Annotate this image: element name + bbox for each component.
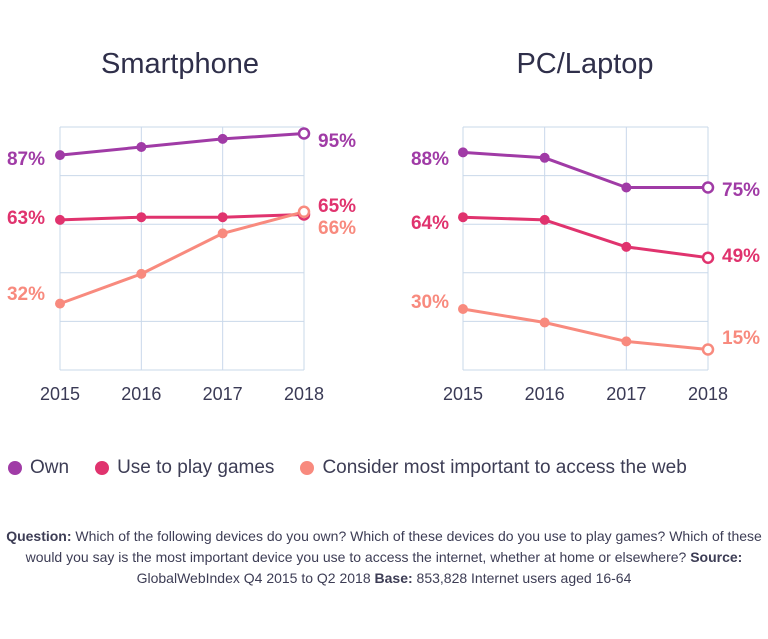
chart-1-series-3-end-label: 66% (318, 218, 356, 239)
source-text: GlobalWebIndex Q4 2015 to Q2 2018 (136, 570, 371, 586)
chart-2-series-3-line (462, 307, 709, 351)
chart-2-series-2-point (701, 251, 715, 264)
chart-1-series-1-point (217, 133, 228, 144)
chart-2-series-1-point (458, 147, 468, 158)
chart-2-series-2-line (462, 215, 709, 260)
chart-1-series-1-point (297, 127, 311, 140)
chart-2-series-1-line (462, 150, 708, 189)
chart-2-series-2-point (621, 241, 632, 252)
chart-1-series-1-point (55, 150, 65, 161)
chart-2-series-3-start-label: 30% (411, 292, 449, 313)
chart-1-series-3-point (136, 268, 147, 279)
footnote: Question: Which of the following devices… (0, 526, 768, 589)
chart-2-series-3-point (701, 343, 715, 356)
chart-1-series-1-line (59, 132, 305, 157)
chart-2-series-2-point (458, 212, 468, 223)
chart-1-series-3-point (217, 228, 228, 239)
chart-2-series-2-point (539, 214, 550, 225)
chart-2-series-1-point (701, 181, 715, 194)
chart-1-series-2-end-label: 65% (318, 196, 356, 217)
legend-label-play-games: Use to play games (117, 457, 275, 478)
chart-1-series-2-start-label: 63% (7, 208, 45, 229)
base-text: 853,828 Internet users aged 16-64 (416, 570, 632, 586)
source-label: Source: (690, 549, 743, 565)
chart-2-series-3-point (458, 304, 468, 314)
chart-2-series-3-point (539, 317, 550, 328)
chart-2-x-tick-label: 2018 (688, 384, 728, 404)
chart-2-series-2-start-label: 64% (411, 213, 449, 234)
chart-1-series-2-point (55, 214, 65, 225)
chart-2-x-tick-label: 2015 (443, 384, 483, 404)
chart-1-x-tick-label: 2018 (284, 384, 324, 404)
chart-2-x-tick-label: 2016 (525, 384, 565, 404)
legend: Own Use to play games Consider most impo… (8, 456, 768, 480)
chart-1-x-tick-label: 2017 (203, 384, 243, 404)
chart-1-series-1-end-label: 95% (318, 131, 356, 152)
chart-2-series-3-end-label: 15% (722, 328, 760, 349)
chart-2-series-3-point (621, 336, 632, 347)
chart-1-x-tick-label: 2015 (40, 384, 80, 404)
chart-1-series-2-point (217, 212, 228, 223)
question-label: Question: (6, 528, 72, 544)
legend-label-access-web: Consider most important to access the we… (322, 457, 687, 478)
chart-1-series-1-start-label: 87% (7, 149, 45, 170)
legend-label-own: Own (30, 457, 70, 478)
legend-swatch-own (8, 461, 22, 475)
chart-1-series-2-line (59, 213, 305, 222)
base-label: Base: (374, 570, 413, 586)
chart-1-series-2-point (136, 212, 147, 223)
chart-1-series-1-point (136, 142, 147, 152)
chart-1-title: Smartphone (101, 48, 259, 80)
question-text: Which of the following devices do you ow… (25, 528, 762, 565)
charts-area: Smartphone 2015 2016 2017 2018 87% 95% 63% 65% 32… (7, 48, 760, 404)
legend-item-own: Own (8, 457, 69, 479)
chart-2-x-tick-label: 2017 (606, 384, 646, 404)
chart-2-series-1-point (539, 152, 550, 163)
chart-2-title: PC/Laptop (516, 48, 653, 80)
legend-swatch-play-games (95, 461, 110, 475)
chart-1-x-tick-label: 2016 (121, 384, 161, 404)
legend-item-play-games: Use to play games (95, 457, 274, 479)
chart-1-series-3-point (297, 205, 311, 219)
chart-2-series-1-end-label: 75% (722, 180, 760, 201)
chart-2-series-1-start-label: 88% (411, 149, 449, 170)
legend-swatch-access-web (300, 461, 315, 475)
chart-2-series-1-point (621, 182, 632, 193)
chart-1-series-3-point (55, 298, 65, 309)
chart-1-series-3-start-label: 32% (7, 284, 45, 305)
chart-1-series-3-line (59, 210, 305, 306)
legend-item-access-web: Consider most important to access the we… (300, 457, 687, 479)
chart-2-series-2-end-label: 49% (722, 246, 760, 267)
